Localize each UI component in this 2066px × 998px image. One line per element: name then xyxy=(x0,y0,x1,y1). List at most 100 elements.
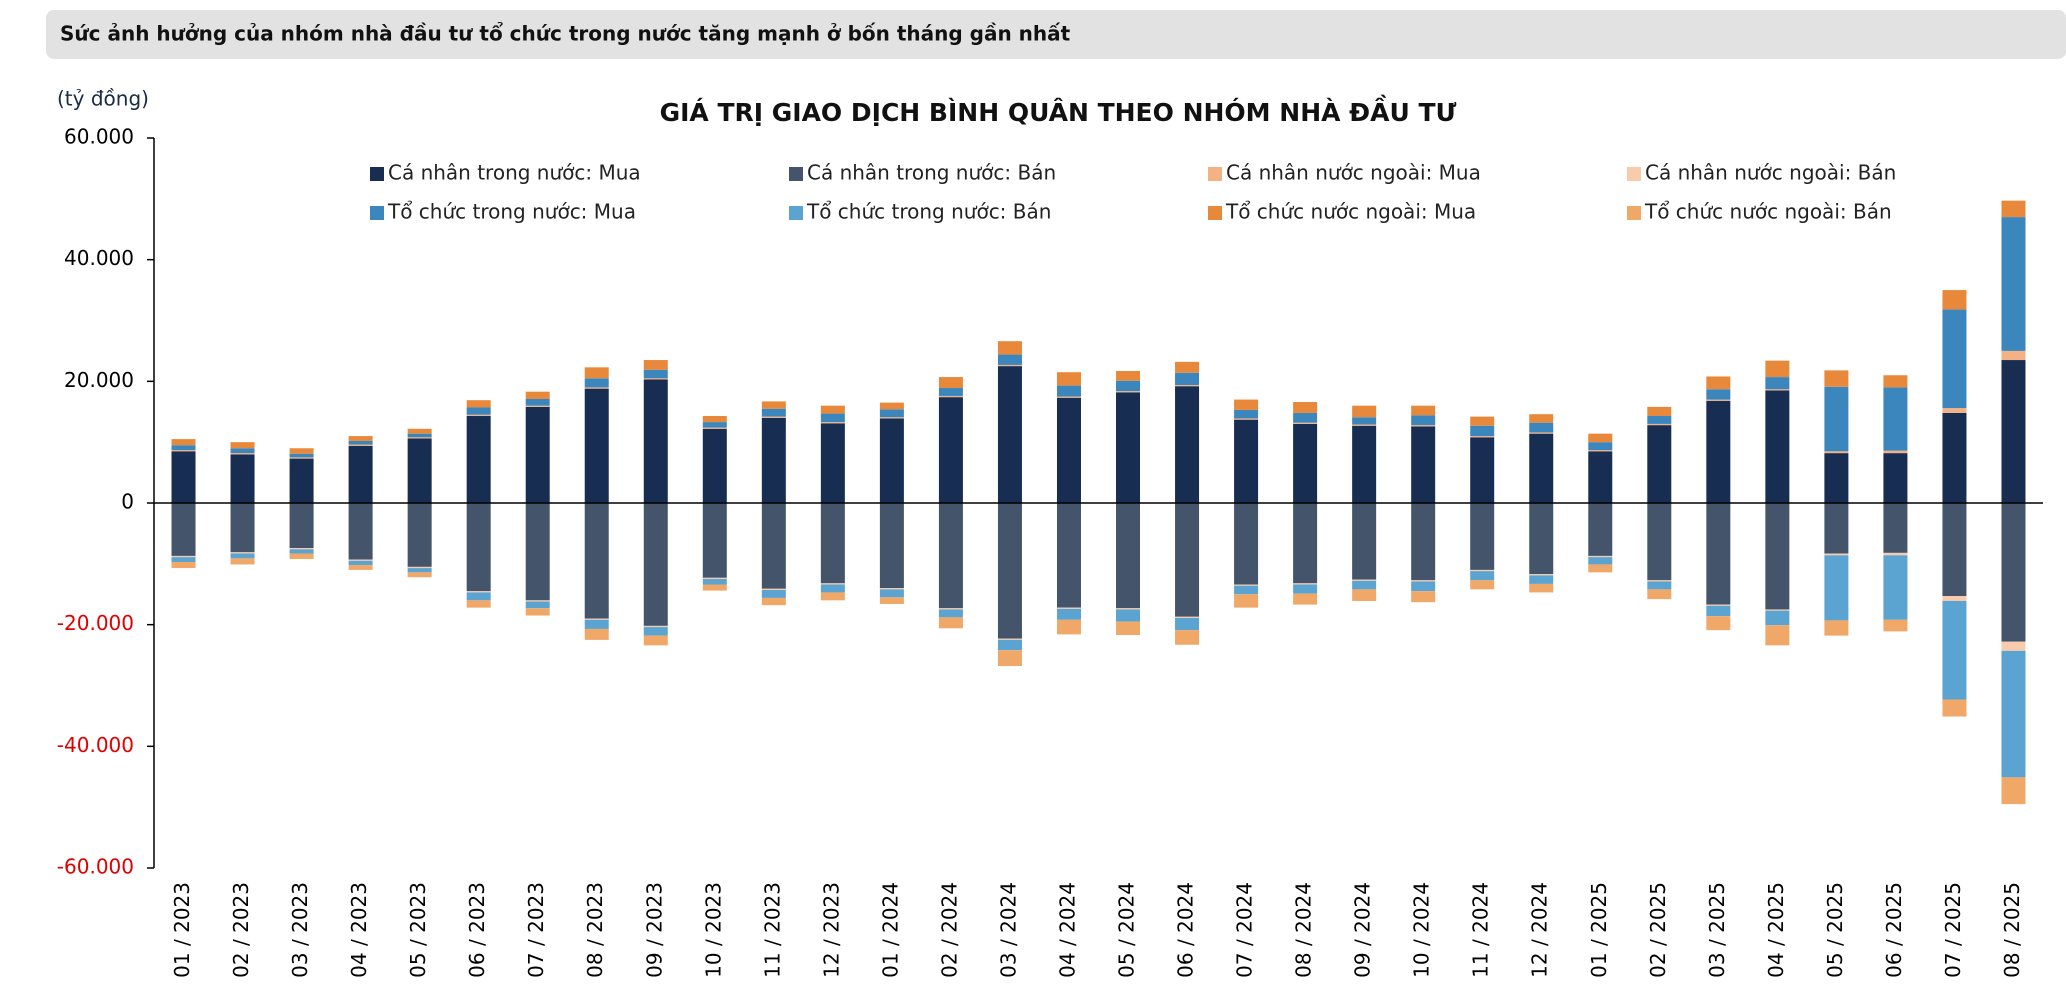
x-tick-label: 12 / 2024 xyxy=(1528,882,1552,978)
bar-segment xyxy=(1116,609,1141,622)
bar-segment xyxy=(1765,377,1790,390)
bar-segment xyxy=(761,408,786,417)
bar-segment xyxy=(1056,607,1081,609)
bar-segment xyxy=(525,600,550,602)
bar-segment xyxy=(1883,555,1908,620)
bar-segment xyxy=(1352,580,1377,590)
legend-label: Tổ chức nước ngoài: Mua xyxy=(1225,200,1476,224)
bar-segment xyxy=(584,503,609,619)
bar-segment xyxy=(230,453,255,455)
bar-segment xyxy=(1588,450,1613,452)
bar-segment xyxy=(1116,370,1141,381)
bar-segment xyxy=(1942,699,1967,717)
legend-swatch xyxy=(1208,167,1222,181)
bar-segment xyxy=(466,503,491,592)
bar-segment xyxy=(1942,600,1967,700)
bar-segment xyxy=(1234,409,1259,419)
bar-segment xyxy=(1588,442,1613,451)
y-tick-label: 60.000 xyxy=(64,125,134,149)
bar-segment xyxy=(1234,594,1259,608)
bar-segment xyxy=(1175,503,1200,617)
bar-segment xyxy=(820,413,845,423)
bar-segment xyxy=(584,388,609,503)
bar-segment xyxy=(1529,432,1554,434)
bar-segment xyxy=(997,503,1022,639)
bar-segment xyxy=(702,416,727,423)
bar-segment xyxy=(407,438,432,503)
bar-segment xyxy=(1293,583,1318,585)
bar-segment xyxy=(525,405,550,407)
bar-segment xyxy=(1293,593,1318,605)
bar-segment xyxy=(1234,418,1259,420)
bar-segment xyxy=(1529,574,1554,576)
bar-segment xyxy=(348,565,373,570)
bar-segment xyxy=(1765,389,1790,391)
bar-segment xyxy=(1116,391,1141,393)
bar-segment xyxy=(466,400,491,408)
x-tick-label: 04 / 2023 xyxy=(347,882,371,978)
bar-segment xyxy=(761,588,786,590)
bar-segment xyxy=(230,552,255,554)
bar-segment xyxy=(1765,610,1790,626)
y-tick-label: -60.000 xyxy=(57,855,134,879)
bar-segment xyxy=(407,503,432,567)
bar-segment xyxy=(1116,608,1141,610)
bar-segment xyxy=(348,440,373,445)
bar-segment xyxy=(702,584,727,591)
bar-segment xyxy=(1411,580,1436,582)
bar-segment xyxy=(1647,503,1672,581)
bar-segment xyxy=(997,650,1022,667)
bar-segment xyxy=(1883,450,1908,454)
bar-segment xyxy=(1588,555,1613,558)
bar-segment xyxy=(1175,372,1200,385)
bar-segment xyxy=(938,395,963,398)
bar-segment xyxy=(407,428,432,434)
bar-segment xyxy=(643,360,668,370)
bar-segment xyxy=(879,588,904,590)
bar-segment xyxy=(761,597,786,606)
bar-segment xyxy=(1470,580,1495,590)
x-tick-label: 04 / 2024 xyxy=(1055,882,1079,978)
bar-segment xyxy=(1529,433,1554,503)
bar-segment xyxy=(348,559,373,561)
bar-segment xyxy=(525,608,550,616)
x-tick-label: 03 / 2024 xyxy=(996,882,1020,978)
x-tick-label: 10 / 2023 xyxy=(701,882,725,978)
bar-segment xyxy=(1942,290,1967,310)
bar-segment xyxy=(171,439,196,446)
bar-segment xyxy=(997,341,1022,355)
bar-segment xyxy=(879,589,904,598)
bar-segment xyxy=(171,562,196,569)
bar-segment xyxy=(1706,399,1731,401)
bar-segment xyxy=(1529,575,1554,584)
bar-segment xyxy=(289,458,314,503)
bar-segment xyxy=(525,398,550,406)
bar-segment xyxy=(230,454,255,503)
bar-segment xyxy=(1529,503,1554,575)
x-tick-label: 06 / 2025 xyxy=(1882,882,1906,978)
bar-segment xyxy=(1293,423,1318,503)
x-tick-label: 07 / 2023 xyxy=(524,882,548,978)
bar-segment xyxy=(407,566,432,569)
bar-segment xyxy=(1647,580,1672,582)
bar-segment xyxy=(466,414,491,417)
bar-segment xyxy=(1706,605,1731,617)
bar-segment xyxy=(584,367,609,379)
bar-segment xyxy=(1942,412,1967,503)
x-tick-label: 10 / 2024 xyxy=(1410,882,1434,978)
x-tick-label: 05 / 2025 xyxy=(1823,882,1847,978)
x-tick-label: 09 / 2023 xyxy=(642,882,666,978)
bar-segment xyxy=(997,354,1022,365)
bar-segment xyxy=(1352,579,1377,581)
bar-segment xyxy=(1765,625,1790,646)
bar-segment xyxy=(466,591,491,593)
bar-segment xyxy=(407,437,432,439)
x-tick-label: 06 / 2023 xyxy=(465,882,489,978)
bar-segment xyxy=(289,548,314,550)
bar-segment xyxy=(1765,503,1790,610)
bar-segment xyxy=(1824,620,1849,636)
bar-segment xyxy=(1883,387,1908,451)
x-tick-label: 02 / 2024 xyxy=(937,882,961,978)
bar-segment xyxy=(1647,416,1672,424)
bar-segment xyxy=(1647,406,1672,417)
